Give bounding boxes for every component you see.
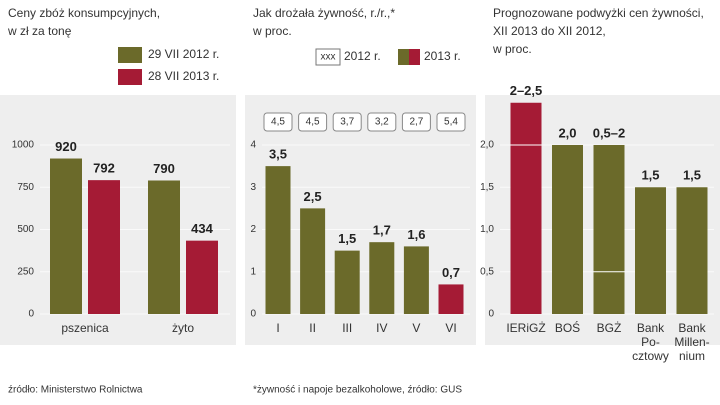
legend-swatch (398, 49, 409, 65)
prev-year-label: 3,7 (340, 117, 354, 128)
prev-year-label: 2,7 (409, 117, 423, 128)
y-tick-label: 4 (250, 140, 256, 151)
source-note: źródło: Ministerstwo Rolnictwa (8, 385, 143, 396)
x-tick-label: I (276, 321, 279, 335)
bar (369, 242, 395, 314)
x-tick-label: Bank (637, 321, 665, 335)
panel-title: w proc. (252, 24, 292, 38)
bar (265, 166, 291, 314)
prev-year-box (298, 112, 328, 132)
value-label: 1,7 (373, 223, 391, 238)
value-label: 1,6 (407, 227, 425, 242)
y-tick-label: 1000 (12, 140, 35, 151)
x-tick-label: Po- (641, 335, 660, 349)
bar (334, 250, 360, 314)
y-tick-label: 0,5 (480, 266, 494, 277)
legend-label: 2012 r. (344, 49, 381, 63)
value-label: 920 (55, 139, 77, 154)
x-tick-label: żyto (172, 321, 194, 335)
legend-label: 28 VII 2013 r. (148, 69, 219, 83)
y-tick-label: 3 (250, 182, 256, 193)
x-tick-label: BOŚ (555, 320, 580, 335)
x-tick-label: pszenica (61, 321, 109, 335)
prev-year-label: 3,2 (375, 117, 389, 128)
x-tick-label: VI (445, 321, 456, 335)
legend-swatch (409, 49, 420, 65)
bar (552, 145, 583, 314)
prev-year-box (332, 112, 362, 132)
y-tick-label: 0 (250, 309, 256, 320)
value-label: 1,5 (683, 168, 701, 183)
value-label: 0,5–2 (593, 125, 626, 140)
value-label: 2,5 (304, 189, 322, 204)
bar (676, 187, 708, 314)
y-tick-label: 1 (250, 266, 256, 277)
bar (510, 102, 542, 314)
legend-box (315, 48, 341, 66)
y-tick-label: 2,0 (480, 140, 494, 151)
value-label: 1,5 (641, 168, 659, 183)
bar (186, 240, 218, 314)
bar (88, 180, 120, 314)
x-tick-label: III (342, 321, 352, 335)
bar (438, 284, 464, 314)
bar (403, 246, 429, 314)
prev-year-box (367, 112, 397, 132)
legend-swatch (118, 47, 142, 63)
y-tick-label: 0 (28, 309, 34, 320)
prev-year-label: 5,4 (444, 117, 458, 128)
x-tick-label: IV (376, 321, 387, 335)
panel-title: Ceny zbóż konsumpcyjnych, (8, 6, 160, 20)
source-note: *żywność i napoje bezalkoholowe, źródło:… (253, 385, 462, 396)
legend-sample: xxx (321, 52, 336, 63)
x-tick-label: nium (679, 349, 705, 363)
y-tick-label: 500 (17, 224, 34, 235)
prev-year-label: 4,5 (271, 117, 285, 128)
x-tick-label: Bank (678, 321, 706, 335)
prev-year-box (263, 112, 293, 132)
value-label: 2–2,5 (510, 83, 543, 98)
y-tick-label: 2 (250, 224, 256, 235)
prev-year-box (401, 112, 431, 132)
bar (593, 145, 625, 314)
value-label: 792 (93, 161, 115, 176)
x-tick-label: BGŻ (597, 321, 622, 335)
y-tick-label: 1,0 (480, 224, 494, 235)
x-tick-label: II (309, 321, 316, 335)
legend-label: 2013 r. (424, 49, 461, 63)
bar (635, 187, 666, 314)
prev-year-label: 4,5 (306, 117, 320, 128)
value-label: 2,0 (558, 125, 576, 140)
panel-title: XII 2013 do XII 2012, (493, 24, 606, 38)
bar (148, 180, 180, 314)
panel-title: w proc. (492, 42, 532, 56)
value-label: 3,5 (269, 147, 287, 162)
x-tick-label: V (412, 321, 420, 335)
value-label: 434 (191, 221, 213, 236)
value-label: 0,7 (442, 265, 460, 280)
panel-title: w zł za tonę (7, 24, 72, 38)
y-tick-label: 250 (17, 266, 34, 277)
y-tick-label: 1,5 (480, 182, 494, 193)
panel-title: Prognozowane podwyżki cen żywności, (493, 6, 704, 20)
legend-swatch (118, 69, 142, 85)
value-label: 790 (153, 161, 175, 176)
x-tick-label: cztowy (632, 349, 669, 363)
y-tick-label: 0 (488, 309, 494, 320)
bar (300, 208, 326, 314)
prev-year-box (436, 112, 466, 132)
bar (50, 158, 82, 314)
panel-title: Jak drożała żywność, r./r.,* (253, 6, 395, 20)
x-tick-label: IERiGŻ (506, 321, 545, 335)
legend-label: 29 VII 2012 r. (148, 47, 219, 61)
value-label: 1,5 (338, 231, 356, 246)
y-tick-label: 750 (17, 182, 34, 193)
x-tick-label: Millen- (674, 335, 709, 349)
